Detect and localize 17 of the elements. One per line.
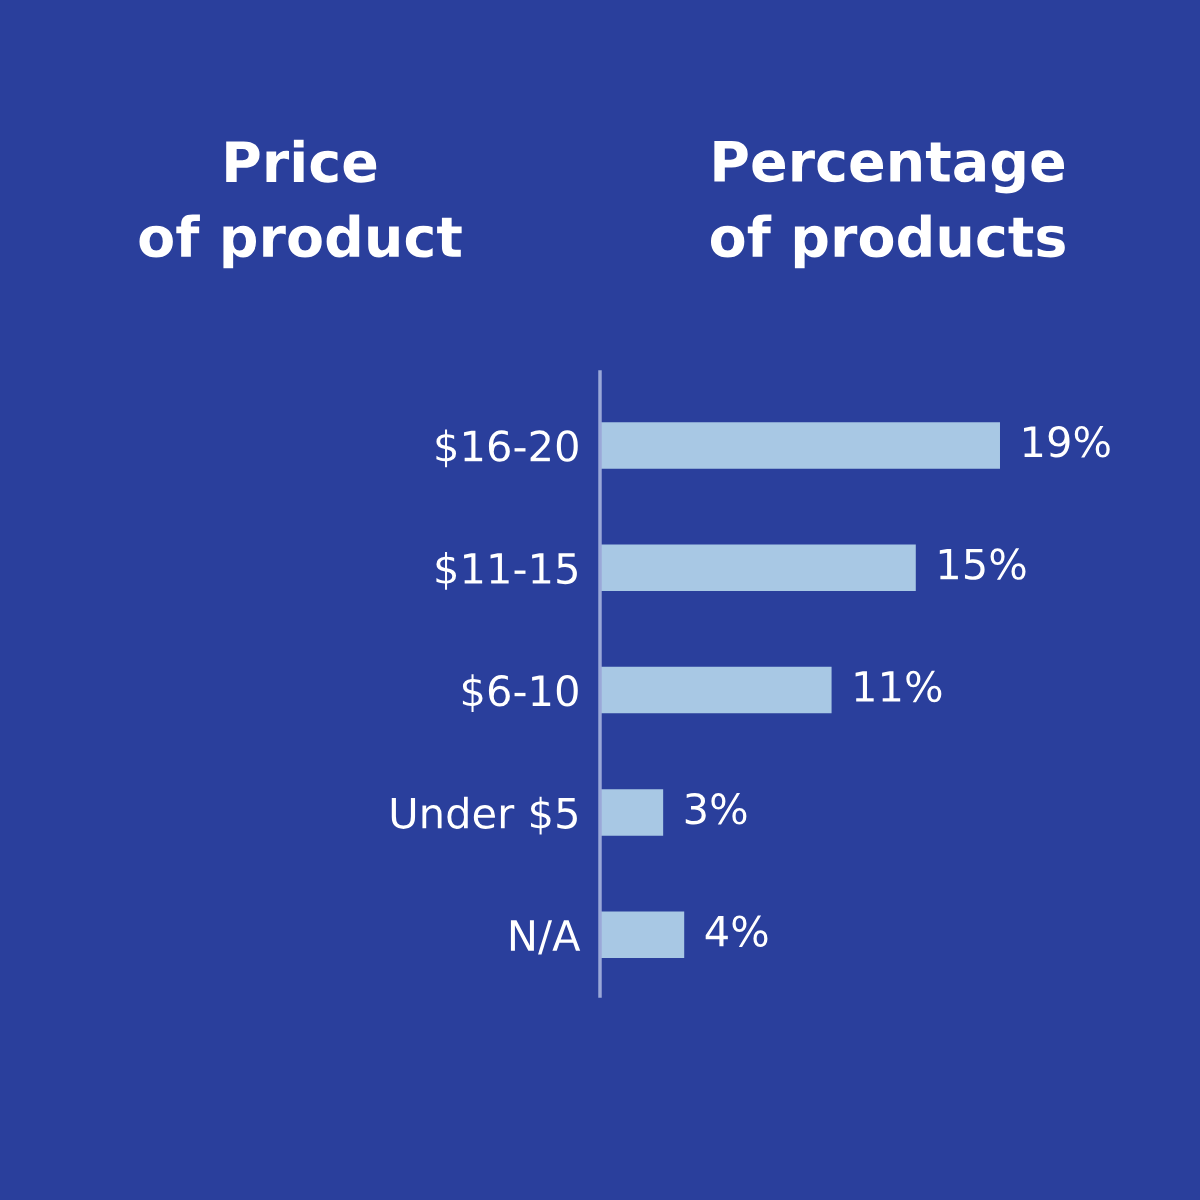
- data-label: 3%: [685, 793, 747, 825]
- bar: [600, 422, 1000, 469]
- y-tick-label: $16-20: [436, 429, 578, 468]
- bar: [600, 789, 664, 836]
- y-tick-label: $6-10: [462, 674, 578, 713]
- y-tick-label: $11-15: [436, 551, 577, 590]
- bar: [600, 666, 832, 714]
- data-label: 19%: [1024, 425, 1110, 458]
- y-axis-title: Price of product: [139, 139, 462, 269]
- data-label: 11%: [855, 670, 942, 703]
- y-tick-label: N/A: [510, 920, 581, 955]
- data-label: 4%: [705, 915, 768, 947]
- bar: [600, 911, 685, 959]
- y-tick-label: Under $5: [391, 796, 577, 835]
- data-label: 15%: [939, 548, 1026, 580]
- x-axis-title: Percentage of products: [710, 140, 1065, 269]
- bar: [600, 544, 916, 592]
